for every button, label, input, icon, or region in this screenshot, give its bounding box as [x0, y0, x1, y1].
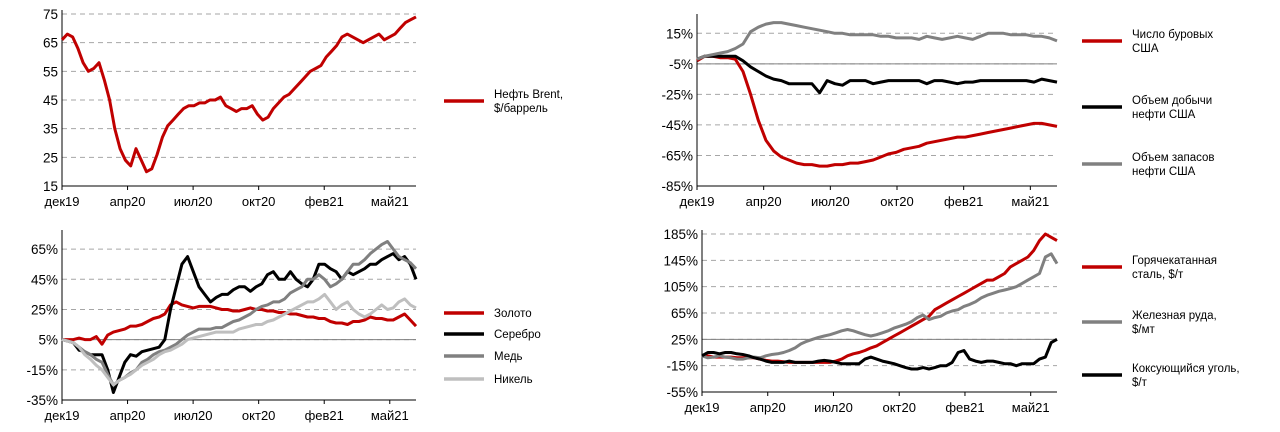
- chart-oil: 15 25 35 45 55 65 75 дек19 апр20 июл20 окт20 фев21 м…: [43, 7, 563, 209]
- series-line-steel-0: [702, 232, 1058, 364]
- x-tick-label: окт20: [882, 400, 915, 415]
- chart-usoil: -85% -65% -45% -25% -5% 15% дек19 апр20 июл20 окт…: [661, 14, 1215, 209]
- x-tick-label: май21: [371, 408, 409, 423]
- x-tick-label: дек19: [685, 400, 720, 415]
- y-tick-label: 5%: [38, 333, 58, 348]
- x-tick-label: фев21: [944, 194, 983, 209]
- x-tick-label: дек19: [45, 194, 80, 209]
- y-tick-label: -55%: [666, 385, 698, 400]
- series-line-metals-3: [61, 292, 417, 387]
- legend-label-line: США: [1132, 43, 1159, 55]
- legend-label-line: нефти США: [1132, 166, 1196, 178]
- legend-label: Золото: [494, 308, 532, 320]
- y-tick-label: -85%: [661, 179, 693, 194]
- series-line-usoil-1: [696, 54, 1058, 95]
- legend-label-line: Золото: [494, 308, 532, 320]
- legend-label: Число буровых США: [1132, 29, 1213, 55]
- series-line-steel-1: [701, 252, 1059, 361]
- series-line-steel-2: [701, 337, 1058, 371]
- legend-label-line: сталь, $/т: [1132, 269, 1184, 281]
- x-tick-label: дек19: [680, 194, 715, 209]
- y-tick-label: 185%: [663, 227, 698, 242]
- legend-label-line: Медь: [494, 351, 523, 363]
- legend-label-line: $/баррель: [494, 103, 548, 115]
- legend-label-line: $/мт: [1132, 324, 1155, 336]
- legend-label-line: Нефть Brent,: [494, 89, 563, 101]
- legend-label: Объем запасов нефти США: [1132, 152, 1215, 178]
- legend-label: Серебро: [494, 329, 541, 341]
- y-tick-label: 75: [43, 7, 58, 22]
- x-tick-label: июл20: [174, 408, 213, 423]
- x-tick-label: апр20: [110, 194, 146, 209]
- y-tick-label: 35: [43, 122, 58, 137]
- series-line-usoil-0: [696, 54, 1058, 168]
- legend-label-line: Никель: [494, 374, 533, 386]
- legend-label-line: Горячекатанная: [1132, 255, 1217, 267]
- x-tick-label: окт20: [242, 408, 275, 423]
- x-tick-label: июл20: [811, 194, 850, 209]
- y-tick-label: 25: [43, 150, 58, 165]
- legend-label-line: $/т: [1132, 377, 1148, 389]
- x-tick-label: фев21: [945, 400, 984, 415]
- y-tick-label: 15%: [666, 26, 693, 41]
- legend-label: Железная руда, $/мт: [1132, 310, 1217, 336]
- series-line-usoil-2: [696, 21, 1058, 61]
- legend-label: Горячекатанная сталь, $/т: [1132, 255, 1217, 281]
- legend-label-line: Железная руда,: [1132, 310, 1217, 322]
- y-tick-label: 25%: [671, 332, 698, 347]
- y-tick-label: -5%: [669, 57, 693, 72]
- series-line-oil-0: [60, 15, 417, 174]
- x-tick-label: июл20: [174, 194, 213, 209]
- y-tick-label: -65%: [661, 148, 693, 163]
- y-tick-label: 145%: [663, 253, 698, 268]
- y-tick-label: -25%: [661, 87, 693, 102]
- y-tick-label: 45: [43, 93, 58, 108]
- y-tick-label: -15%: [26, 363, 58, 378]
- x-tick-label: апр20: [750, 400, 786, 415]
- y-tick-label: 65: [43, 36, 58, 51]
- legend-label: Медь: [494, 351, 523, 363]
- y-tick-label: -15%: [666, 359, 698, 374]
- x-tick-label: июл20: [814, 400, 853, 415]
- y-tick-label: 65%: [31, 242, 58, 257]
- legend-label: Нефть Brent, $/баррель: [494, 89, 563, 115]
- chart-metals: -35% -15% 5% 25% 45% 65% дек19 апр20 июл20 окт20 ф…: [26, 230, 541, 423]
- legend-label: Никель: [494, 374, 533, 386]
- y-tick-label: 15: [43, 179, 58, 194]
- x-tick-label: апр20: [110, 408, 146, 423]
- x-tick-label: фев21: [305, 194, 344, 209]
- y-tick-label: -45%: [661, 118, 693, 133]
- legend-label-line: нефти США: [1132, 109, 1196, 121]
- chart-steel: -55% -15% 25% 65% 105% 145% 185% дек19 апр20 июл2…: [663, 227, 1239, 415]
- y-tick-label: 55: [43, 64, 58, 79]
- legend-label-line: Объем запасов: [1132, 152, 1215, 164]
- x-tick-label: окт20: [880, 194, 913, 209]
- legend-label-line: Серебро: [494, 329, 541, 341]
- x-tick-label: апр20: [746, 194, 782, 209]
- legend-label-line: Число буровых: [1132, 29, 1213, 41]
- x-tick-label: дек19: [45, 408, 80, 423]
- x-tick-label: май21: [1012, 400, 1050, 415]
- series-line-metals-2: [61, 240, 418, 387]
- legend-label-line: Коксующийся уголь,: [1132, 363, 1240, 375]
- y-tick-label: -35%: [26, 393, 58, 408]
- y-tick-label: 65%: [671, 306, 698, 321]
- series-line-metals-1: [61, 252, 418, 394]
- y-tick-label: 25%: [31, 302, 58, 317]
- x-tick-label: май21: [1011, 194, 1049, 209]
- x-tick-label: фев21: [305, 408, 344, 423]
- x-tick-label: окт20: [242, 194, 275, 209]
- x-tick-label: май21: [371, 194, 409, 209]
- y-tick-label: 45%: [31, 272, 58, 287]
- legend-label-line: Объем добычи: [1132, 95, 1212, 107]
- legend-label: Коксующийся уголь, $/т: [1132, 363, 1240, 389]
- legend-label: Объем добычи нефти США: [1132, 95, 1212, 121]
- y-tick-label: 105%: [663, 280, 698, 295]
- series-line-metals-0: [62, 300, 418, 346]
